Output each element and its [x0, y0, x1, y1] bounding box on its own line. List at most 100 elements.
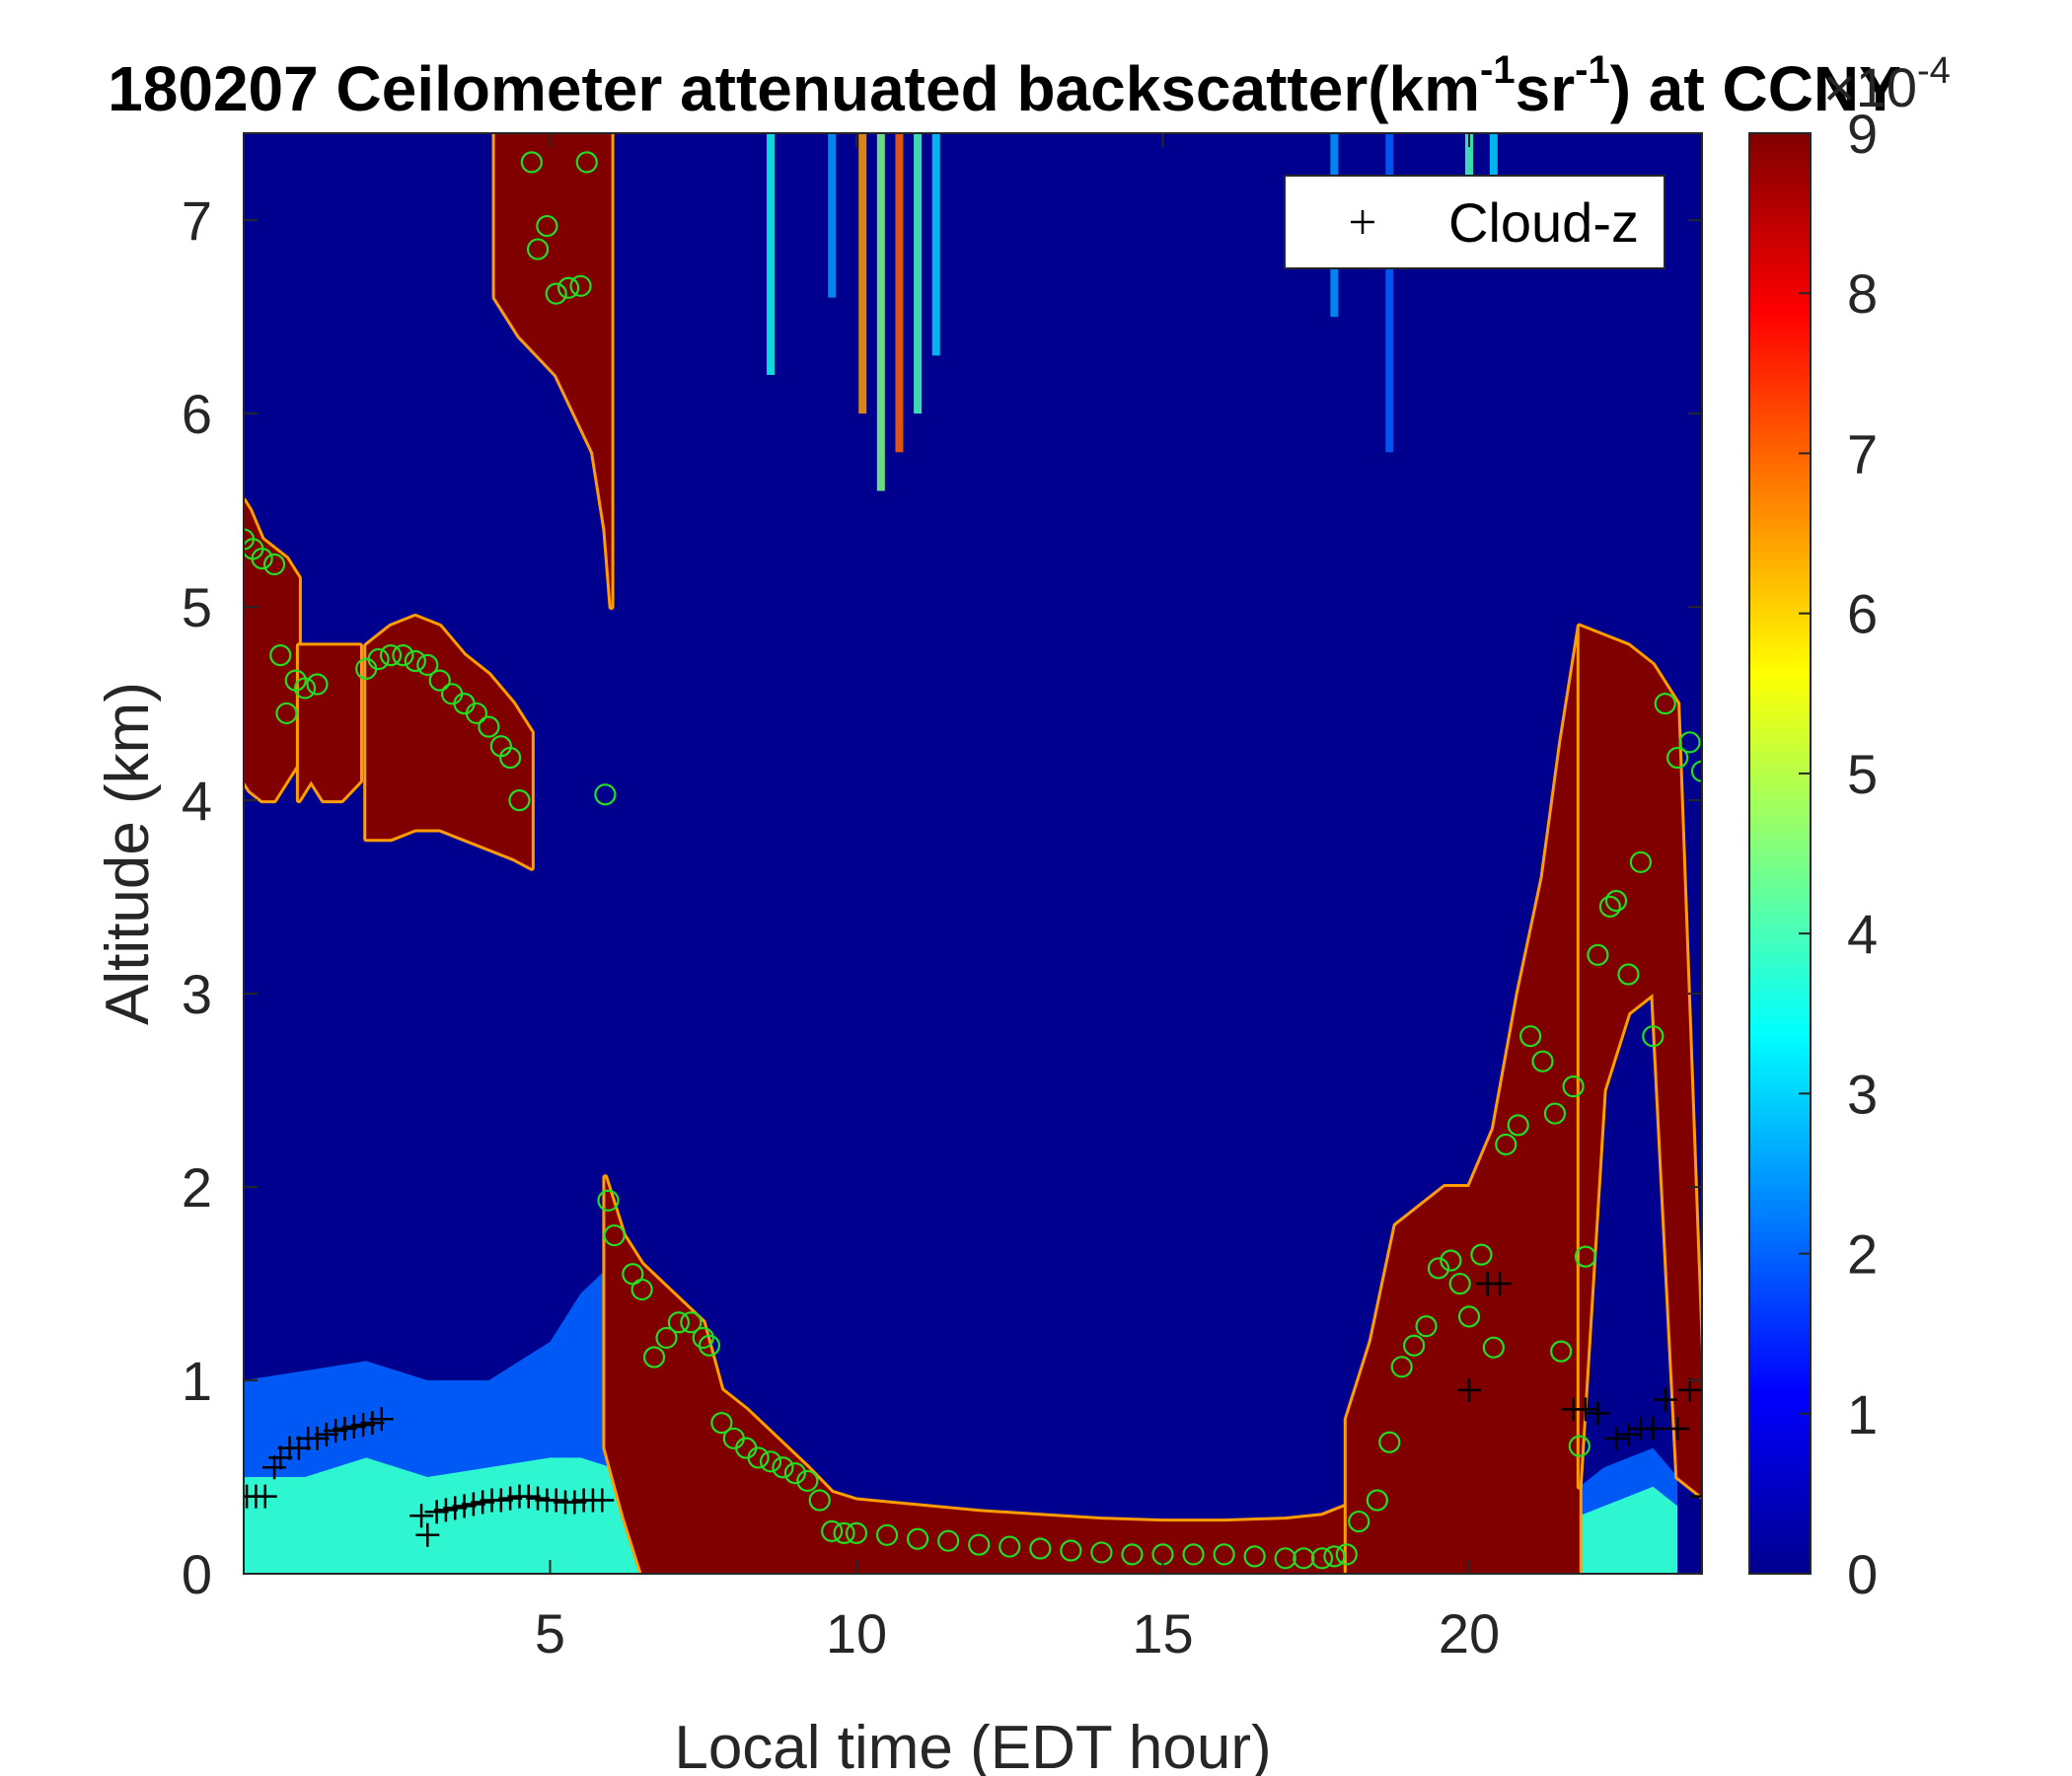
cloud-z-marker [1641, 1417, 1665, 1442]
cirrus-streak [767, 133, 776, 375]
y-tick-label: 3 [182, 963, 212, 1025]
layer-height-marker [667, 1311, 691, 1334]
cirrus-streak [858, 133, 867, 414]
layer-height-marker [772, 1456, 794, 1479]
y-tick-label: 1 [182, 1350, 212, 1412]
layer-height-marker [1470, 1243, 1493, 1266]
layer-height-marker [392, 644, 414, 667]
cloud-z-marker [461, 1492, 485, 1517]
cloud-z-marker [1653, 1387, 1677, 1412]
layer-height-marker [1531, 1050, 1554, 1073]
layer-height-marker [1495, 1133, 1517, 1156]
layer-height-marker [1587, 943, 1609, 966]
layer-height-marker [416, 653, 439, 677]
legend: Cloud-z [1284, 175, 1665, 269]
cloud-z-marker [1574, 1397, 1598, 1422]
layer-height-marker [597, 1189, 620, 1212]
cloud-z-marker [351, 1413, 376, 1438]
layer-height-marker [1335, 1543, 1358, 1566]
layer-height-marker [1678, 731, 1701, 754]
y-tick-label: 6 [182, 383, 212, 445]
cloud-z-marker [253, 1484, 277, 1509]
cloud-z-marker [1457, 1377, 1482, 1402]
layer-height-marker [1029, 1537, 1052, 1560]
plot-frame [243, 132, 1703, 1575]
y-tick-label: 5 [182, 576, 212, 638]
layer-height-marker [1507, 1114, 1529, 1137]
x-tick-label: 20 [1439, 1602, 1500, 1665]
layer-height-marker [1390, 1356, 1413, 1378]
layer-height-marker [821, 1519, 844, 1542]
cirrus-streak [914, 133, 923, 414]
layer-height-marker [875, 1523, 899, 1546]
layer-height-marker [937, 1529, 960, 1552]
cloud-z-marker [526, 1486, 551, 1511]
colorbar-tick-label: 9 [1847, 103, 1878, 165]
cloud-z-marker [305, 1426, 330, 1450]
layer-height-marker [1550, 1340, 1573, 1363]
legend-cloud-z-marker [1351, 210, 1374, 234]
layer-height-marker [269, 644, 292, 667]
layer-height-marker [465, 702, 488, 725]
cloud-z-marker [544, 1488, 568, 1513]
layer-height-marker [520, 151, 543, 174]
y-tick-label: 2 [182, 1156, 212, 1219]
cloud-z-marker [268, 1445, 293, 1470]
layer-height-marker [1090, 1541, 1113, 1564]
layer-height-marker [655, 1326, 678, 1350]
colorbar-tick-label: 5 [1847, 743, 1878, 805]
cloud-z-marker [1488, 1272, 1513, 1296]
y-tick-label: 7 [182, 189, 212, 252]
layer-height-marker [536, 214, 558, 238]
x-axis: 5 10 15 20 [535, 133, 1500, 1665]
layer-height-marker [1310, 1547, 1334, 1570]
layer-height-marker [367, 647, 390, 671]
layer-height-marker [1323, 1545, 1346, 1568]
layer-height-marker [710, 1412, 733, 1435]
layer-height-marker [1457, 1305, 1481, 1328]
cloud-z-marker [360, 1411, 385, 1436]
layer-height-marker [1666, 746, 1689, 770]
layer-height-marker [545, 282, 567, 305]
layer-height-marker [1604, 889, 1628, 913]
layer-height-marker [603, 1223, 626, 1247]
cloud-z-marker [409, 1504, 434, 1528]
colorbar-tick-label: 2 [1847, 1223, 1878, 1286]
layer-height-marker [1348, 1510, 1370, 1533]
layer-height-marker [262, 553, 286, 576]
layer-height-marker [968, 1533, 991, 1556]
layer-height-marker [1690, 760, 1702, 782]
layer-height-marker [428, 669, 451, 692]
layer-height-marker [306, 673, 329, 696]
cloud-z-marker [452, 1494, 477, 1518]
cloud-z-marker [262, 1455, 287, 1480]
y-axis: 0 1 2 3 4 5 6 7 [182, 189, 1702, 1605]
layer-height-marker [808, 1489, 831, 1512]
cloud-z-marker [1604, 1426, 1629, 1450]
colorbar: 0 1 2 3 4 5 6 7 8 9 ×10-4 [1748, 50, 1951, 1605]
layer-height-marker [1121, 1543, 1144, 1566]
legend-box [1284, 175, 1665, 269]
cloud-z-marker [341, 1415, 366, 1440]
layer-height-marker [1243, 1545, 1266, 1568]
cloud-z-marker [471, 1490, 495, 1515]
legend-label: Cloud-z [1448, 191, 1639, 254]
cloud-z-marker [1677, 1377, 1702, 1402]
layer-height-marker [1182, 1543, 1205, 1566]
colorbar-exponent: ×10-4 [1823, 50, 1951, 118]
layer-height-marker [526, 238, 550, 260]
cloud-z-marker [1586, 1401, 1610, 1426]
layer-height-marker [1574, 1245, 1597, 1268]
colorbar-tick-label: 0 [1847, 1543, 1878, 1605]
aerosol-layer-core [244, 1457, 642, 1574]
layer-height-marker [1213, 1543, 1235, 1566]
cloud-layer-core [366, 616, 532, 868]
cloud-z-marker [424, 1500, 449, 1524]
cirrus-streak [895, 133, 904, 453]
layer-height-marker [907, 1527, 929, 1550]
cloud-z-marker [1690, 1484, 1702, 1509]
cloud-z-marker [333, 1417, 357, 1442]
layer-height-marker [1403, 1334, 1426, 1357]
cirrus-streak [931, 133, 940, 356]
layer-height-marker [1519, 1025, 1542, 1048]
